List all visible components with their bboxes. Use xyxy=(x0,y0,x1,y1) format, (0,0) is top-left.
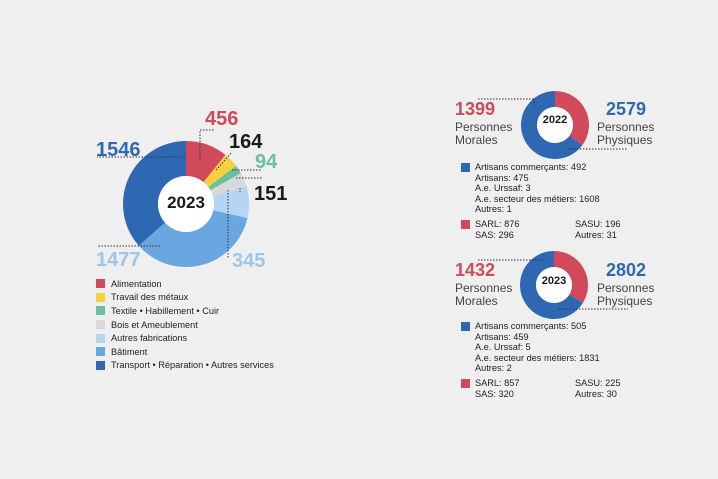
detail-line: Artisans commerçants: 492 xyxy=(475,162,587,172)
detail-line: Artisans: 475 xyxy=(475,172,529,183)
morales-2022-value: 1399 xyxy=(455,99,496,119)
label-line: Personnes xyxy=(597,281,655,295)
label-line: Morales xyxy=(455,294,498,308)
label-line: Personnes xyxy=(597,120,655,134)
legend-swatch xyxy=(96,279,105,289)
label-line: Physiques xyxy=(597,133,653,147)
donut-2023-status-slice-1 xyxy=(520,251,583,319)
detail-line: Artisans commerçants: 505 xyxy=(475,321,587,331)
label-transport-value: 1546 xyxy=(96,139,141,161)
label-autres-fabrications-value: 345 xyxy=(232,250,266,272)
legend-item-metaux: Travail des métaux xyxy=(96,291,274,305)
detail-line: SARL: 857 xyxy=(475,378,520,388)
main-donut-slice-5 xyxy=(138,210,248,268)
main-donut-center-label: 2023 xyxy=(167,193,205,212)
detail-line: A.e. secteur des métiers: 1831 xyxy=(475,352,600,363)
physiques-2022-marker xyxy=(461,163,470,172)
leader-lines xyxy=(97,129,262,258)
donut-2022 xyxy=(521,91,590,159)
morales-2023-details-left: SARL: 857 SAS: 320 xyxy=(475,378,519,399)
main-legend: Alimentation Travail des métaux Textile … xyxy=(96,277,274,372)
morales-2022-details-right: SASU: 196 Autres: 31 xyxy=(575,219,620,240)
legend-label: Bois et Ameublement xyxy=(111,319,198,330)
morales-2022-marker xyxy=(461,220,470,229)
main-donut-slice-3 xyxy=(210,173,247,197)
main-donut-slice-0 xyxy=(186,141,226,183)
donut-2023-status-hole xyxy=(536,267,572,303)
main-donut-hole xyxy=(158,176,214,232)
main-donut-slice-4 xyxy=(212,186,249,219)
legend-item-transport: Transport • Réparation • Autres services xyxy=(96,359,274,373)
detail-line: SAS: 320 xyxy=(475,388,514,399)
legend-label: Travail des métaux xyxy=(111,292,189,303)
legend-swatch xyxy=(96,306,105,316)
donut-2022-center-label: 2022 xyxy=(542,114,568,126)
detail-line: SAS: 296 xyxy=(475,229,514,240)
legend-swatch xyxy=(96,333,105,343)
detail-line: A.e. Urssaf: 5 xyxy=(475,342,531,353)
detail-line: Autres: 2 xyxy=(475,363,512,374)
legend-label: Transport • Réparation • Autres services xyxy=(111,360,274,371)
label-bois-value: 151 xyxy=(254,183,288,205)
morales-2022-label: Personnes Morales xyxy=(455,121,512,147)
main-donut-chart xyxy=(122,141,249,268)
label-line: Physiques xyxy=(597,294,653,308)
legend-swatch xyxy=(96,360,105,370)
morales-2023-marker xyxy=(461,379,470,388)
detail-line: Autres: 30 xyxy=(575,388,617,399)
legend-label: Bâtiment xyxy=(111,346,148,357)
right-leader-lines xyxy=(478,98,628,310)
physiques-2022-details: Artisans commerçants: 492 Artisans: 475 … xyxy=(475,162,600,215)
legend-label: Alimentation xyxy=(111,278,162,289)
legend-swatch xyxy=(96,347,105,357)
physiques-2022-value: 2579 xyxy=(606,99,647,119)
detail-line: Artisans: 459 xyxy=(475,331,529,342)
detail-line: A.e. Urssaf: 3 xyxy=(475,183,531,194)
detail-line: A.e. secteur des métiers: 1608 xyxy=(475,193,600,204)
label-line: Personnes xyxy=(455,120,513,134)
label-textile-value: 94 xyxy=(255,151,278,173)
legend-item-autres-fabrications: Autres fabrications xyxy=(96,331,274,345)
detail-line: SASU: 196 xyxy=(575,219,621,229)
physiques-2023-label: Personnes Physiques xyxy=(597,282,654,308)
label-line: Morales xyxy=(455,133,498,147)
morales-2023-details-right: SASU: 225 Autres: 30 xyxy=(575,378,620,399)
label-line: Personnes xyxy=(455,281,513,295)
main-donut-slice-6 xyxy=(122,141,186,246)
donut-2022-slice-0 xyxy=(555,91,590,146)
physiques-2023-value: 2802 xyxy=(606,260,647,280)
donut-2022-slice-1 xyxy=(521,91,583,159)
morales-2023-label: Personnes Morales xyxy=(455,282,512,308)
label-alimentation-value: 456 xyxy=(205,108,239,130)
detail-line: SARL: 876 xyxy=(475,219,520,229)
legend-item-batiment: Bâtiment xyxy=(96,345,274,359)
donut-2023-status-slice-0 xyxy=(554,251,589,303)
legend-label: Textile • Habillement • Cuir xyxy=(111,305,220,316)
detail-line: Autres: 1 xyxy=(475,204,512,215)
donut-2023-status-center-label: 2023 xyxy=(541,275,567,287)
main-donut-slice-2 xyxy=(208,165,241,191)
label-metaux-value: 164 xyxy=(229,131,263,153)
donut-2023-status xyxy=(520,251,589,319)
legend-swatch xyxy=(96,320,105,330)
legend-item-bois: Bois et Ameublement xyxy=(96,318,274,332)
physiques-2023-details: Artisans commerçants: 505 Artisans: 459 … xyxy=(475,321,600,374)
legend-label: Autres fabrications xyxy=(111,333,188,344)
physiques-2023-marker xyxy=(461,322,470,331)
detail-line: SASU: 225 xyxy=(575,378,621,388)
morales-2022-details-left: SARL: 876 SAS: 296 xyxy=(475,219,519,240)
physiques-2022-label: Personnes Physiques xyxy=(597,121,654,147)
detail-line: Autres: 31 xyxy=(575,229,617,240)
main-donut-slice-1 xyxy=(203,154,237,188)
morales-2023-value: 1432 xyxy=(455,260,496,280)
legend-item-textile: Textile • Habillement • Cuir xyxy=(96,304,274,318)
legend-item-alimentation: Alimentation xyxy=(96,277,274,291)
legend-swatch xyxy=(96,292,105,302)
label-batiment-value: 1477 xyxy=(96,249,141,271)
donut-2022-hole xyxy=(537,107,573,143)
